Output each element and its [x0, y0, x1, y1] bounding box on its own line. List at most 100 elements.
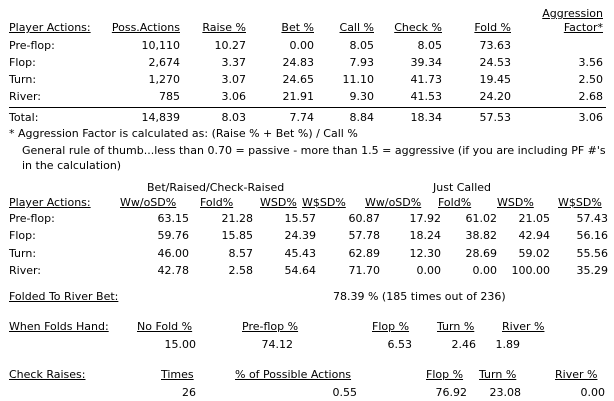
cell: 0.00 — [472, 264, 498, 277]
cell: 38.82 — [465, 229, 498, 242]
section-label: Check Raises: — [9, 368, 86, 381]
cell: 24.20 — [479, 90, 512, 103]
cell: 62.89 — [348, 247, 381, 260]
cell: 74.12 — [261, 338, 294, 351]
cell: 15.85 — [221, 229, 254, 242]
total-cell: 8.03 — [221, 111, 247, 124]
cell: 0.00 — [289, 39, 315, 52]
cell: 45.43 — [284, 247, 317, 260]
column-header: Aggression Factor* — [542, 7, 603, 34]
total-cell: 18.34 — [410, 111, 443, 124]
cell: 19.45 — [479, 73, 512, 86]
cell: 54.64 — [284, 264, 317, 277]
row-label: Flop: — [9, 229, 36, 242]
row-label: Pre-flop: — [9, 39, 55, 52]
cell: 24.83 — [282, 56, 315, 69]
cell: 2.50 — [578, 73, 604, 86]
column-header: Call % — [339, 21, 374, 34]
column-header: Player Actions: — [9, 196, 91, 209]
column-header: River % — [555, 368, 598, 381]
cell: 57.43 — [576, 212, 609, 225]
cell: 21.91 — [282, 90, 315, 103]
cell: 41.73 — [410, 73, 443, 86]
cell: 60.87 — [348, 212, 381, 225]
cell: 21.05 — [518, 212, 551, 225]
cell: 28.69 — [465, 247, 498, 260]
cell: 23.08 — [489, 386, 522, 399]
column-header: Turn % — [479, 368, 517, 381]
total-cell: 57.53 — [479, 111, 512, 124]
cell: 9.30 — [349, 90, 375, 103]
row-label: Total: — [9, 111, 39, 124]
column-header: Player Actions: — [9, 21, 91, 34]
total-cell: 3.06 — [578, 111, 604, 124]
cell: 42.78 — [157, 264, 190, 277]
row-label: Turn: — [9, 73, 37, 86]
total-cell: 7.74 — [289, 111, 315, 124]
row-label: Pre-flop: — [9, 212, 55, 225]
column-header: Pre-flop % — [242, 320, 299, 333]
row-label: Turn: — [9, 247, 37, 260]
cell: 15.57 — [284, 212, 317, 225]
total-cell: 14,839 — [141, 111, 181, 124]
cell: 59.76 — [157, 229, 190, 242]
section-label: When Folds Hand: — [9, 320, 109, 333]
cell: 12.30 — [409, 247, 442, 260]
cell: 8.05 — [417, 39, 443, 52]
cell: 57.78 — [348, 229, 381, 242]
column-header: W$SD% — [558, 196, 602, 209]
cell: 10.27 — [214, 39, 247, 52]
cell: 24.39 — [284, 229, 317, 242]
cell: 8.57 — [228, 247, 254, 260]
cell: 1,270 — [148, 73, 181, 86]
cell: 785 — [159, 90, 180, 103]
cell: 3.07 — [221, 73, 247, 86]
section-label: Folded To River Bet: — [9, 290, 119, 303]
column-header: Fold% — [200, 196, 234, 209]
cell: 26 — [182, 386, 196, 399]
cell: 39.34 — [410, 56, 443, 69]
cell: 35.29 — [576, 264, 609, 277]
cell: 3.56 — [578, 56, 604, 69]
cell: 0.00 — [580, 386, 606, 399]
cell: 59.02 — [518, 247, 551, 260]
cell: 6.53 — [387, 338, 413, 351]
section-value: 78.39 % (185 times out of 236) — [333, 290, 506, 303]
column-header: W$SD% — [302, 196, 346, 209]
column-header: Poss.Actions — [111, 21, 180, 34]
column-header: Turn % — [437, 320, 475, 333]
column-header: Ww/oSD% — [365, 196, 422, 209]
cell: 71.70 — [348, 264, 381, 277]
column-header: River % — [502, 320, 545, 333]
total-rule — [9, 107, 606, 108]
cell: 11.10 — [342, 73, 375, 86]
column-header: Bet % — [281, 21, 314, 34]
cell: 42.94 — [518, 229, 551, 242]
cell: 1.89 — [495, 338, 521, 351]
footnote: General rule of thumb...less than 0.70 =… — [22, 144, 606, 172]
cell: 41.53 — [410, 90, 443, 103]
cell: 18.24 — [409, 229, 442, 242]
cell: 2.68 — [578, 90, 604, 103]
cell: 56.16 — [576, 229, 609, 242]
cell: 76.92 — [435, 386, 468, 399]
row-label: River: — [9, 264, 42, 277]
column-header: Ww/oSD% — [120, 196, 177, 209]
cell: 3.06 — [221, 90, 247, 103]
column-header: Fold % — [474, 21, 511, 34]
cell: 3.37 — [221, 56, 247, 69]
row-label: River: — [9, 90, 42, 103]
cell: 55.56 — [576, 247, 609, 260]
group-header: Bet/Raised/Check-Raised — [147, 181, 285, 194]
cell: 15.00 — [164, 338, 197, 351]
cell: 10,110 — [141, 39, 181, 52]
column-header: WSD% — [497, 196, 534, 209]
cell: 63.15 — [157, 212, 190, 225]
cell: 24.53 — [479, 56, 512, 69]
footnote: * Aggression Factor is calculated as: (R… — [9, 127, 358, 140]
column-header: Check % — [394, 21, 442, 34]
column-header: No Fold % — [137, 320, 193, 333]
column-header: Fold% — [438, 196, 472, 209]
cell: 0.55 — [332, 386, 358, 399]
